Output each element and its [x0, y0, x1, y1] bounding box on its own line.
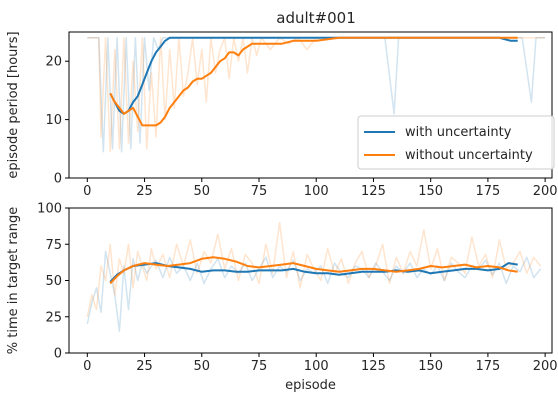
y-tick-label: 75: [45, 238, 62, 253]
x-tick-label: 25: [136, 359, 153, 374]
series-without-uncertainty-smoothed-line: [109, 36, 518, 127]
y-tick-label: 0: [54, 172, 62, 187]
x-tick-label: 100: [304, 184, 329, 199]
x-tick-label: 200: [533, 184, 558, 199]
y-tick-label: 100: [37, 202, 62, 217]
series-without-uncertainty-smoothed-line: [109, 256, 518, 285]
y-axis-label: episode period [hours]: [6, 31, 21, 178]
x-tick-label: 75: [251, 184, 268, 199]
y-tick-label: 20: [45, 55, 62, 70]
x-tick-label: 75: [251, 359, 268, 374]
x-tick-label: 125: [361, 359, 386, 374]
x-tick-label: 150: [418, 184, 443, 199]
x-tick-label: 100: [304, 359, 329, 374]
x-tick-label: 175: [475, 359, 500, 374]
y-tick-label: 50: [45, 274, 62, 289]
plot-frame: [68, 207, 553, 354]
y-tick-label: 0: [54, 347, 62, 362]
x-tick-label: 50: [193, 359, 210, 374]
legend-frame: [357, 115, 555, 170]
x-tick-label: 25: [136, 184, 153, 199]
x-tick-label: 200: [533, 359, 558, 374]
legend-label-without-uncertainty: without uncertainty: [405, 148, 533, 163]
x-axis-label: episode: [285, 378, 336, 393]
chart-title: adult#001: [276, 9, 355, 27]
y-axis-label: % time in target range: [6, 207, 21, 354]
y-tick-label: 10: [45, 113, 62, 128]
y-tick-label: 25: [45, 310, 62, 325]
x-tick-label: 125: [361, 184, 386, 199]
x-tick-label: 0: [83, 184, 91, 199]
legend-label-with-uncertainty: with uncertainty: [405, 125, 512, 140]
x-tick-label: 0: [83, 359, 91, 374]
legend: with uncertainty without uncertainty: [357, 115, 555, 170]
x-tick-label: 50: [193, 184, 210, 199]
plot-frame: [68, 31, 553, 179]
x-tick-label: 175: [475, 184, 500, 199]
top-plot: 0 25 50 75 100 125 150 175 200 0 10 20 episode perio…: [6, 31, 558, 199]
x-tick-label: 150: [418, 359, 443, 374]
bottom-plot: 0 25 50 75 100 125 150 175 200 0 25 50 75 100 % time i…: [6, 202, 558, 394]
